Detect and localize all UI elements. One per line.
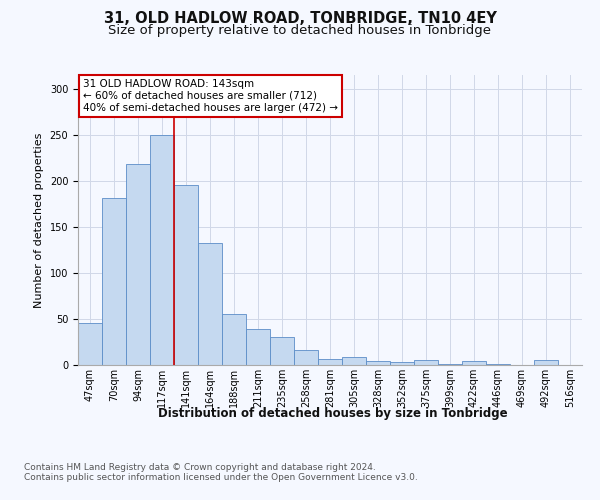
Bar [534,360,558,365]
Bar [246,329,270,365]
Bar [342,356,366,365]
Y-axis label: Number of detached properties: Number of detached properties [34,132,44,308]
Bar [102,198,126,365]
Bar [486,364,510,365]
Bar [270,338,294,365]
Text: Distribution of detached houses by size in Tonbridge: Distribution of detached houses by size … [158,408,508,420]
Bar [222,314,246,365]
Text: 31, OLD HADLOW ROAD, TONBRIDGE, TN10 4EY: 31, OLD HADLOW ROAD, TONBRIDGE, TN10 4EY [104,11,496,26]
Bar [126,164,150,365]
Text: Contains HM Land Registry data © Crown copyright and database right 2024.
Contai: Contains HM Land Registry data © Crown c… [24,462,418,482]
Bar [438,364,462,365]
Bar [414,360,438,365]
Text: Size of property relative to detached houses in Tonbridge: Size of property relative to detached ho… [109,24,491,37]
Bar [150,135,174,365]
Text: 31 OLD HADLOW ROAD: 143sqm
← 60% of detached houses are smaller (712)
40% of sem: 31 OLD HADLOW ROAD: 143sqm ← 60% of deta… [83,80,338,112]
Bar [294,350,318,365]
Bar [198,244,222,365]
Bar [318,360,342,365]
Bar [174,186,198,365]
Bar [462,362,486,365]
Bar [366,362,390,365]
Bar [390,362,414,365]
Bar [78,322,102,365]
